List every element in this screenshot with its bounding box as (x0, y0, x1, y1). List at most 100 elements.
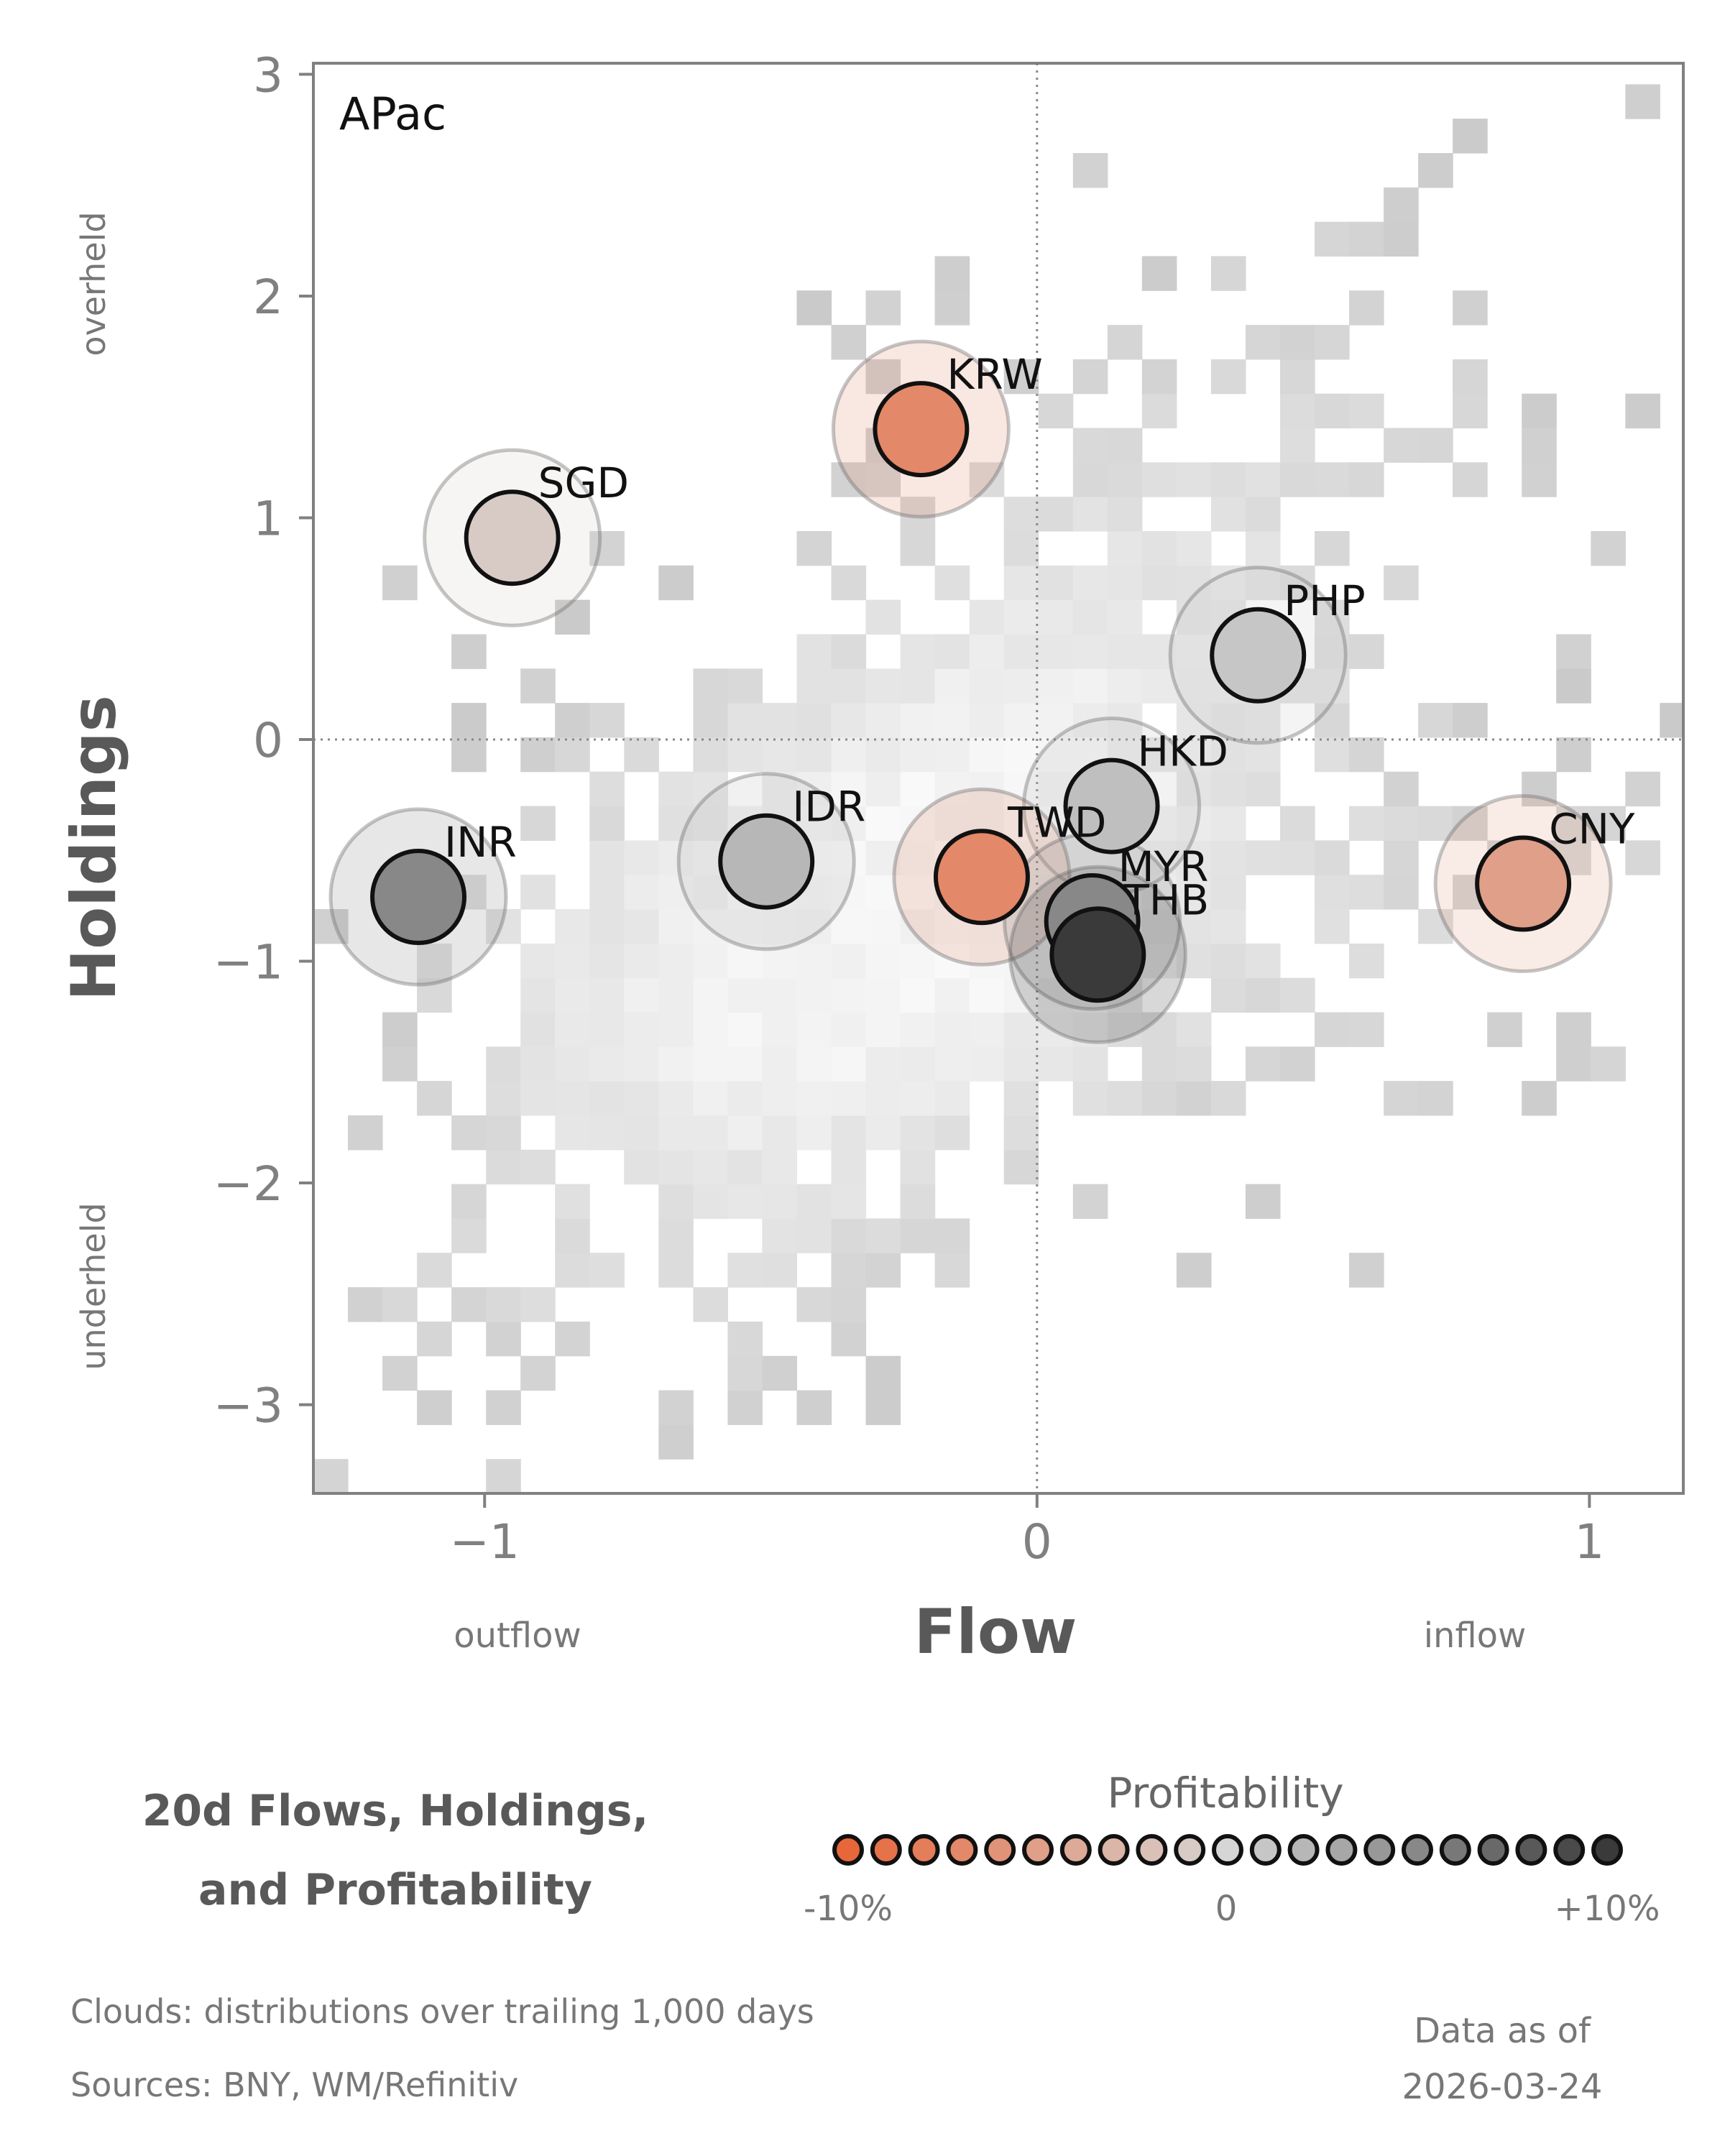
cloud-cell (1072, 565, 1108, 601)
cloud-cell (900, 737, 936, 773)
cloud-cell (1072, 1184, 1108, 1219)
colorbar-swatch (1287, 1834, 1320, 1866)
cloud-cell (865, 943, 901, 979)
cloud-cell (1003, 359, 1039, 395)
cloud-cell (1038, 565, 1074, 601)
cloud-cell (658, 943, 694, 979)
point-label-idr: IDR (792, 783, 865, 831)
cloud-cell (1418, 1081, 1453, 1116)
cloud-cell (1245, 1046, 1281, 1082)
point-label-myr: MYR (1118, 842, 1209, 891)
cloud-cell (693, 1081, 728, 1116)
cloud-cell (1556, 806, 1591, 841)
cloud-cell (589, 531, 625, 566)
cloud-cell (693, 771, 728, 807)
cloud-cell (1280, 565, 1315, 601)
cloud-cell (520, 1287, 556, 1322)
cloud-cell (1176, 703, 1212, 738)
cloud-cell (658, 840, 694, 875)
cloud-cell (1245, 1184, 1281, 1219)
cloud-cell (1003, 1012, 1039, 1047)
cloud-cell (693, 943, 728, 979)
cloud-cell (313, 909, 349, 944)
cloud-cell (796, 1390, 832, 1425)
cloud-cell (1384, 428, 1419, 463)
cloud-cell (1210, 977, 1246, 1013)
colorbar-swatch (1553, 1834, 1586, 1866)
cloud-cell (1141, 1012, 1177, 1047)
cloud-cell (762, 909, 797, 944)
cloud-cell (900, 497, 936, 532)
cloud-cell (796, 634, 832, 669)
cloud-cell (1280, 462, 1315, 497)
cloud-cell (382, 565, 418, 601)
cloud-cell (1003, 737, 1039, 773)
cloud-cell (969, 703, 1005, 738)
cloud-cell (865, 668, 901, 704)
cloud-cell (762, 1218, 797, 1253)
cloud-cell (727, 1321, 763, 1357)
point-marker-sgd (464, 489, 561, 586)
chart-title-line-2: and Profitability (198, 1865, 592, 1915)
cloud-cell (486, 1115, 521, 1151)
cloud-cell (589, 703, 625, 738)
point-marker-thb (1049, 906, 1146, 1003)
cloud-cell (865, 977, 901, 1013)
cloud-cell (1349, 393, 1384, 429)
point-label-hkd: HKD (1138, 727, 1228, 776)
cloud-cell (865, 1218, 901, 1253)
cloud-cell (658, 565, 694, 601)
cloud-cell (1349, 737, 1384, 773)
cloud-cell (1487, 1012, 1522, 1047)
cloud-cell (693, 668, 728, 704)
cloud-cell (1315, 599, 1350, 635)
colorbar-swatch (1098, 1834, 1130, 1866)
cloud-cell (589, 1012, 625, 1047)
cloud-cell (865, 1081, 901, 1116)
cloud-cell (969, 1012, 1005, 1047)
cloud-cell (1384, 875, 1419, 910)
cloud-cell (555, 599, 590, 635)
cloud-cell (555, 1321, 590, 1357)
cloud-cell (1556, 1046, 1591, 1082)
cloud-cell (555, 1012, 590, 1047)
cloud-cell (382, 1355, 418, 1391)
as-of-label: Data as of (1414, 2011, 1591, 2051)
cloud-cell (658, 1081, 694, 1116)
cloud-cell (727, 737, 763, 773)
colorbar-swatch (1363, 1834, 1396, 1866)
cloud-cell (831, 771, 867, 807)
cloud-cell (727, 1253, 763, 1288)
cloud-cell (1141, 256, 1177, 291)
cloud-cell (589, 1081, 625, 1116)
cloud-cell (796, 771, 832, 807)
y-annotation-low: underheld (74, 1202, 113, 1370)
cloud-cell (1280, 1046, 1315, 1082)
cloud-cell (624, 737, 659, 773)
density-cloud (313, 84, 1683, 1493)
cloud-cell (1141, 462, 1177, 497)
cloud-cell (1107, 497, 1143, 532)
cloud-cell (1384, 1081, 1419, 1116)
cloud-cell (969, 599, 1005, 635)
cloud-cell (1349, 290, 1384, 326)
cloud-cell (727, 1012, 763, 1047)
cloud-cell (1072, 634, 1108, 669)
y-annotation-high: overheld (74, 211, 113, 356)
cloud-cell (1038, 393, 1074, 429)
cloud-cell (865, 1253, 901, 1288)
cloud-cell (555, 737, 590, 773)
cloud-cell (969, 668, 1005, 704)
cloud-cell (1349, 462, 1384, 497)
cloud-cell (1453, 393, 1488, 429)
cloud-cell (555, 909, 590, 944)
cloud-cell (1349, 875, 1384, 910)
cloud-cell (1625, 771, 1660, 807)
cloud-cell (831, 909, 867, 944)
cloud-cell (1280, 806, 1315, 841)
cloud-cell (624, 1115, 659, 1151)
cloud-cell (865, 1012, 901, 1047)
cloud-cell (727, 977, 763, 1013)
cloud-cell (693, 806, 728, 841)
